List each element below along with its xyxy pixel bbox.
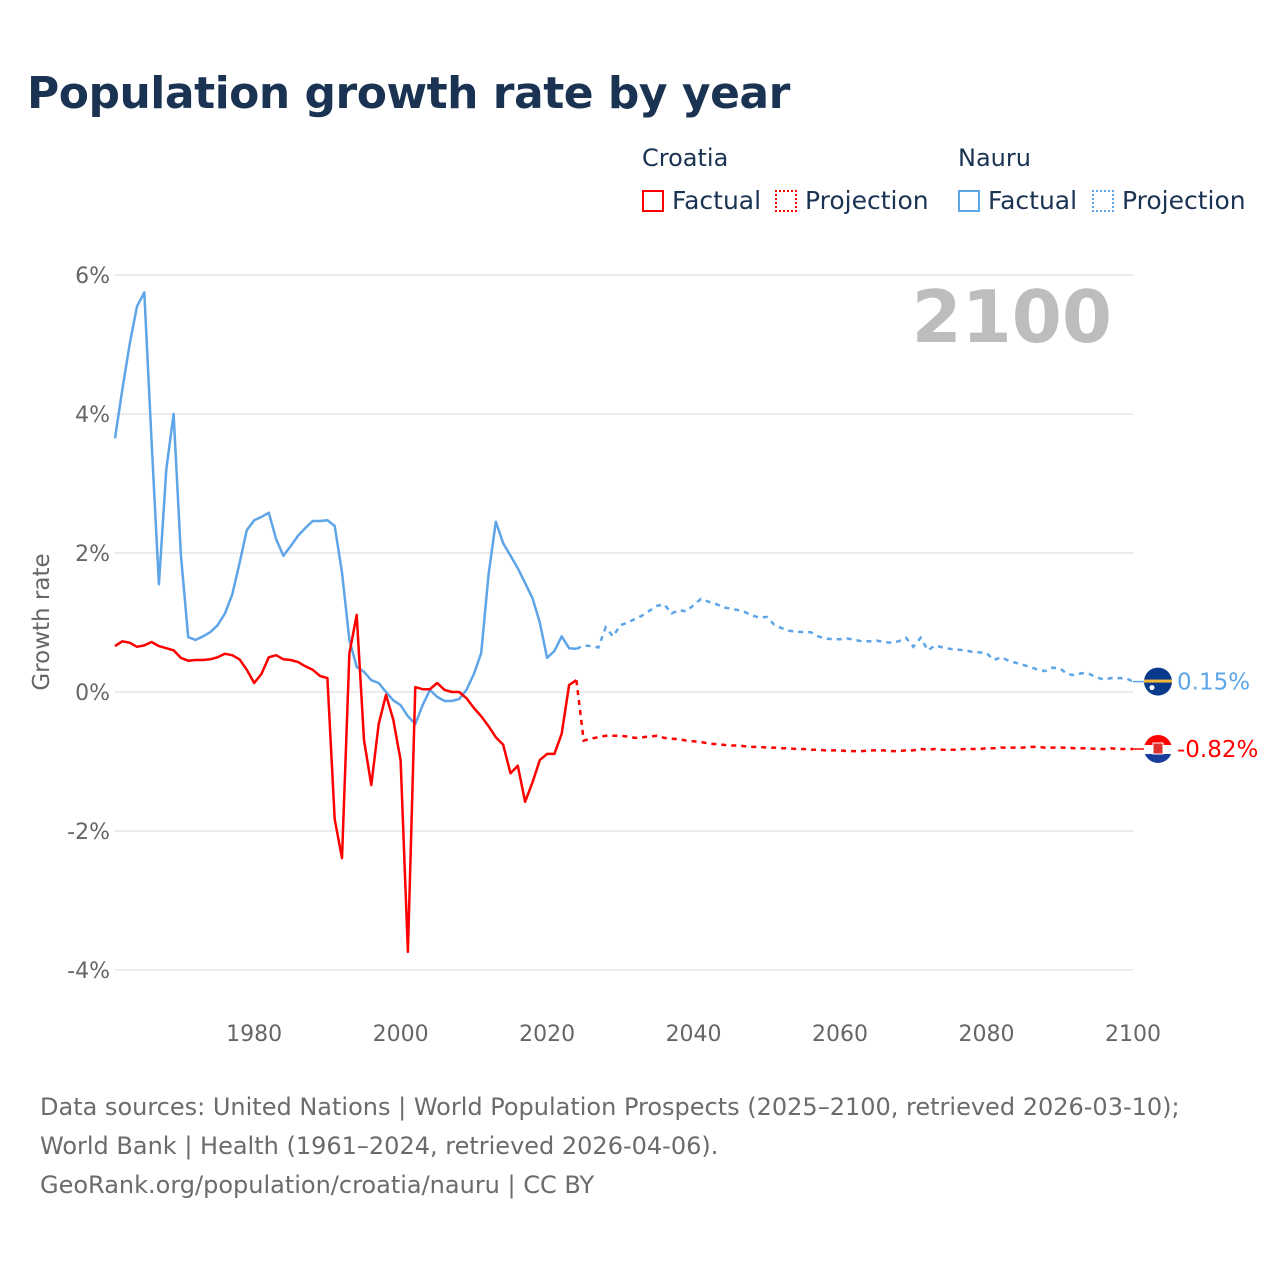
legend-croatia-factual[interactable]: Factual (642, 186, 761, 215)
dotted-swatch-icon (775, 189, 797, 212)
dotted-swatch-icon (1092, 189, 1114, 212)
nauru-flag-icon (1133, 667, 1172, 696)
croatia-projection-line (575, 680, 1133, 753)
y-tick-label: 6% (75, 264, 110, 289)
legend-label: Factual (988, 186, 1078, 215)
solid-swatch-icon (958, 189, 980, 212)
x-tick-label: 2040 (666, 1022, 722, 1047)
nauru-projection-line (575, 597, 1134, 683)
legend-croatia-projection[interactable]: Projection (775, 186, 929, 215)
nauru-end-label: 0.15% (1177, 670, 1250, 696)
year-label: 2100 (912, 275, 1112, 359)
y-tick-label: 4% (75, 403, 110, 428)
x-tick-label: 2100 (1105, 1022, 1161, 1047)
croatia-end-label: -0.82% (1177, 737, 1258, 763)
legend-group-croatia: Croatia (642, 144, 729, 172)
source-link[interactable]: GeoRank.org/population/croatia/nauru | C… (40, 1171, 595, 1199)
source-note: Data sources: United Nations | World Pop… (40, 1088, 1240, 1205)
legend-label: Projection (1122, 186, 1246, 215)
legend-label: Factual (672, 186, 762, 215)
y-tick-label: 0% (75, 681, 110, 706)
x-tick-label: 2000 (373, 1022, 429, 1047)
x-tick-label: 2020 (519, 1022, 575, 1047)
x-tick-label: 2080 (959, 1022, 1015, 1047)
legend-nauru-factual[interactable]: Factual (958, 186, 1077, 215)
solid-swatch-icon (642, 189, 664, 212)
croatia-flag-icon (1133, 734, 1172, 763)
y-tick-label: -2% (67, 820, 110, 845)
legend-label: Projection (805, 186, 929, 215)
y-tick-label: -4% (67, 959, 110, 984)
line-chart: 6% 4% 2% 0% -2% -4% 1980 2000 2020 2040 2060 2080 21… (67, 264, 1258, 1047)
nauru-factual-line (113, 291, 577, 726)
y-tick-label: 2% (75, 542, 110, 567)
legend-group-nauru: Nauru (958, 144, 1031, 172)
x-tick-label: 2060 (812, 1022, 868, 1047)
source-line: Data sources: United Nations | World Pop… (40, 1093, 1180, 1160)
chart-title: Population growth rate by year (27, 68, 790, 119)
legend-nauru-projection[interactable]: Projection (1092, 186, 1246, 215)
x-tick-label: 1980 (226, 1022, 282, 1047)
croatia-factual-line (114, 613, 578, 954)
